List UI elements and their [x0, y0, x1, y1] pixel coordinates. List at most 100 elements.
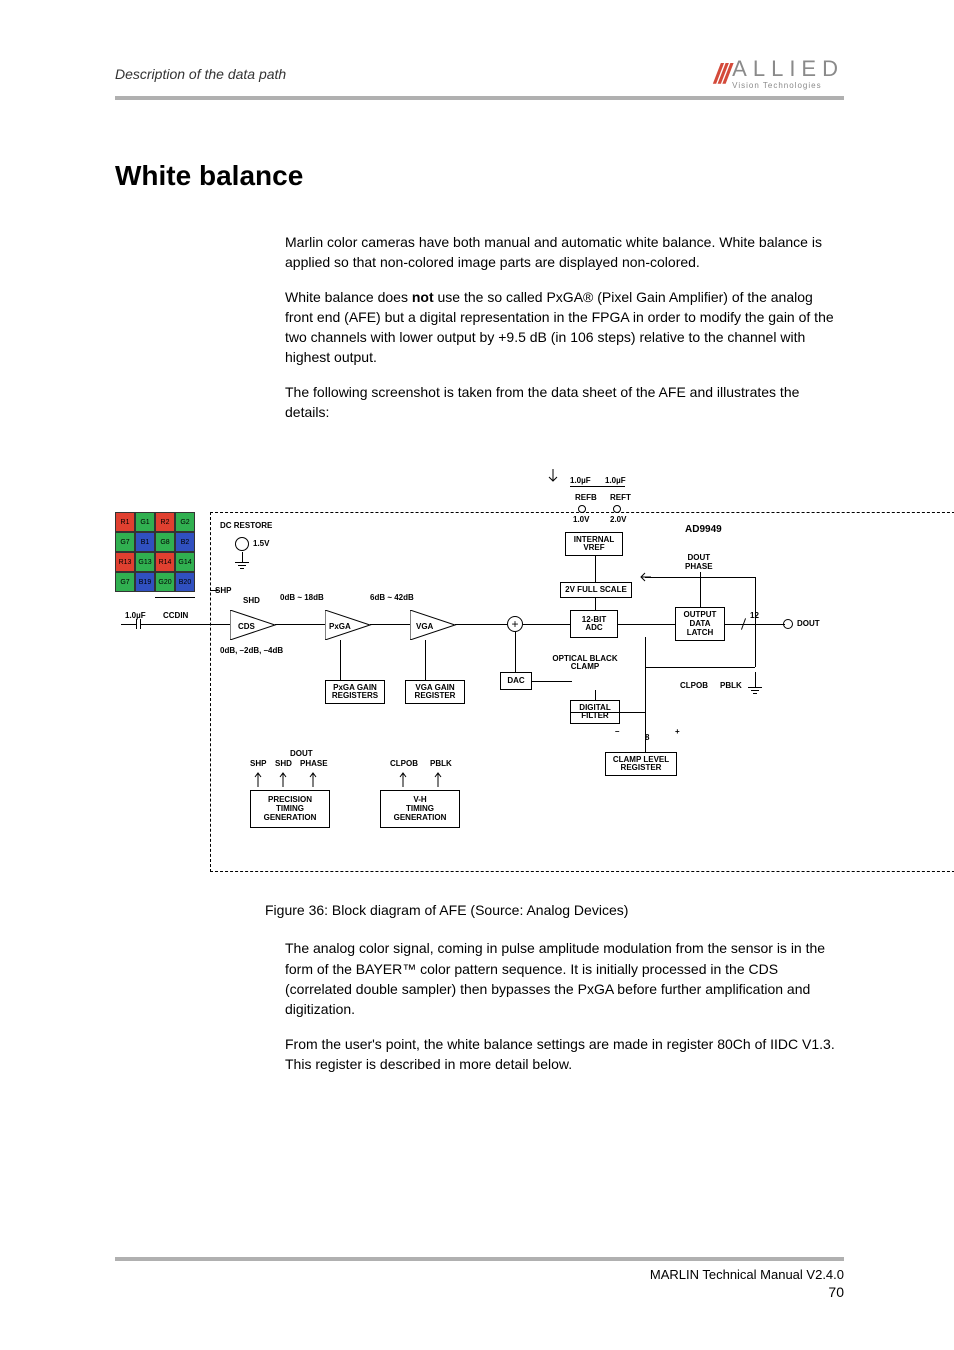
dout-phase-label: DOUT PHASE	[685, 554, 713, 572]
diagram-line	[121, 624, 136, 625]
diagram-line	[242, 552, 243, 562]
vga-register-box: VGA GAIN REGISTER	[405, 680, 465, 704]
p2-bold: not	[412, 289, 434, 305]
arrow-up-icon	[398, 769, 408, 787]
arrow-up-icon	[253, 769, 263, 787]
diagram-arrow	[210, 590, 218, 591]
diagram-line	[618, 624, 675, 625]
ccdin-label: CCDIN	[163, 612, 188, 621]
diagram-line	[751, 690, 759, 691]
diagram-line	[206, 624, 230, 625]
cap-label: 1.0µF	[570, 477, 591, 486]
bayer-cell: G14	[175, 552, 195, 572]
black-clamp-label: OPTICAL BLACK CLAMP	[545, 652, 625, 674]
paragraph-4: The analog color signal, coming in pulse…	[285, 938, 844, 1019]
bayer-cell: G20	[155, 572, 175, 592]
diagram-line	[235, 562, 249, 563]
diagram-line	[595, 556, 596, 582]
gain-range-label: 6dB ~ 42dB	[370, 594, 414, 603]
vref-box: INTERNAL VREF	[565, 532, 623, 556]
shd-label: SHD	[243, 597, 260, 606]
voltage-label: 1.0V	[573, 516, 589, 525]
bayer-cell: R1	[115, 512, 135, 532]
voltage-label: 2.0V	[610, 516, 626, 525]
clpob-label: CLPOB	[390, 760, 418, 769]
diagram-line	[532, 681, 572, 682]
body-text-block-2: The analog color signal, coming in pulse…	[285, 938, 844, 1074]
diagram-line	[755, 577, 756, 667]
diagram-line	[455, 624, 507, 625]
footer-manual-title: MARLIN Technical Manual V2.4.0	[650, 1267, 844, 1282]
bayer-cell: B2	[175, 532, 195, 552]
diagram-line	[340, 640, 341, 680]
diagram-line	[275, 624, 325, 625]
gain-range-label: 0dB ~ 18dB	[280, 594, 324, 603]
arrow-up-icon	[433, 769, 443, 787]
vga-amp-icon: VGA	[410, 610, 460, 640]
footer-text: MARLIN Technical Manual V2.4.0 70	[115, 1267, 844, 1300]
pxga-registers-box: PxGA GAIN REGISTERS	[325, 680, 385, 704]
arrow-up-icon	[278, 769, 288, 787]
bayer-cell: G13	[135, 552, 155, 572]
dout-label: DOUT	[290, 750, 313, 759]
bayer-cell: B1	[135, 532, 155, 552]
output-latch-box: OUTPUT DATA LATCH	[675, 607, 725, 641]
diagram-line	[370, 624, 410, 625]
diagram-line	[240, 568, 244, 569]
precision-timing-box: PRECISION TIMING GENERATION	[250, 790, 330, 828]
page-header: Description of the data path /// ALLIED …	[115, 58, 844, 90]
bayer-cell: R13	[115, 552, 135, 572]
body-text-block-1: Marlin color cameras have both manual an…	[285, 232, 844, 422]
block-diagram-container: R1G1R2G2G7B1G8B2R13G13R14G14G7B19G20B20 …	[115, 472, 844, 872]
arrow-left-icon	[639, 572, 651, 582]
pxga-amp-icon: PxGA	[325, 610, 375, 640]
cap-label: 1.0µF	[605, 477, 626, 486]
bayer-cell: B19	[135, 572, 155, 592]
diagram-line	[753, 693, 757, 694]
shp-label: SHP	[215, 587, 231, 596]
pblk-label: PBLK	[430, 760, 452, 769]
diagram-line	[570, 712, 645, 713]
footer-rule	[115, 1257, 844, 1261]
chip-label: AD9949	[685, 524, 722, 535]
header-title: Description of the data path	[115, 66, 286, 90]
header-rule	[115, 96, 844, 100]
bayer-cell: B20	[175, 572, 195, 592]
diagram-line	[595, 690, 596, 700]
pblk-label: PBLK	[720, 682, 742, 691]
page-footer: MARLIN Technical Manual V2.4.0 70	[115, 1257, 844, 1300]
diagram-line	[755, 672, 756, 687]
afe-block-diagram: R1G1R2G2G7B1G8B2R13G13R14G14G7B19G20B20 …	[115, 472, 844, 872]
shp-label: SHP	[250, 760, 266, 769]
diagram-line	[748, 687, 762, 688]
shd-label: SHD	[275, 760, 292, 769]
section-title: White balance	[115, 160, 844, 192]
gain-range-label: 0dB, –2dB, –4dB	[220, 647, 283, 656]
paragraph-5: From the user's point, the white balance…	[285, 1034, 844, 1075]
clpob-label: CLPOB	[680, 682, 708, 691]
voltage-label: 1.5V	[253, 540, 269, 549]
full-scale-box: 2V FULL SCALE	[560, 582, 632, 598]
bayer-cell: G7	[115, 572, 135, 592]
diagram-line	[425, 640, 426, 680]
bayer-pattern-grid: R1G1R2G2G7B1G8B2R13G13R14G14G7B19G20B20	[115, 512, 195, 592]
phase-label: PHASE	[300, 760, 328, 769]
footer-page-number: 70	[828, 1284, 844, 1300]
page: Description of the data path /// ALLIED …	[0, 0, 954, 1350]
bayer-cell: G1	[135, 512, 155, 532]
company-logo: /// ALLIED Vision Technologies	[714, 58, 844, 90]
diagram-line	[645, 637, 646, 752]
svg-text:CDS: CDS	[238, 622, 256, 631]
diagram-line	[141, 624, 206, 625]
logo-sub: Vision Technologies	[732, 82, 844, 90]
logo-slashes-icon: ///	[714, 58, 728, 90]
bayer-cell: G7	[115, 532, 135, 552]
refb-label: REFB	[575, 494, 597, 503]
diagram-line	[136, 619, 137, 629]
diagram-line	[645, 667, 755, 668]
reft-label: REFT	[610, 494, 631, 503]
dout-label: DOUT	[797, 620, 820, 629]
bayer-cell: G8	[155, 532, 175, 552]
diagram-line	[238, 565, 246, 566]
svg-text:PxGA: PxGA	[329, 622, 351, 631]
